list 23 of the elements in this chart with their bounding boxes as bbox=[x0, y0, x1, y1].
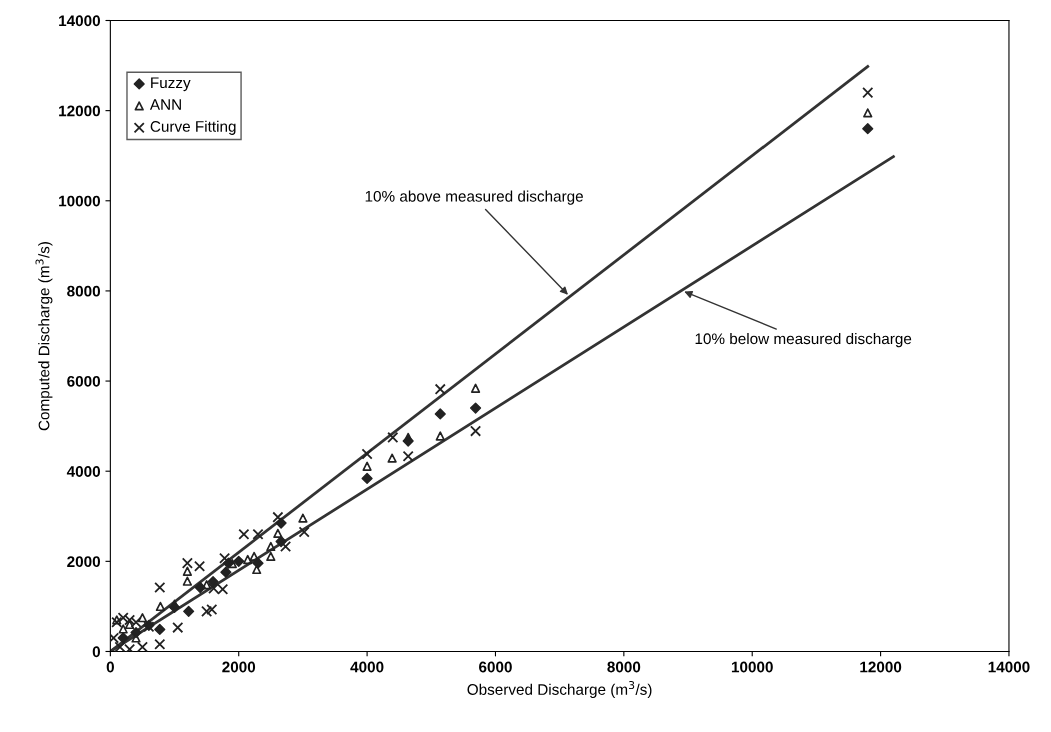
x-tick-label: 8000 bbox=[607, 661, 641, 673]
y-tick-label: 0 bbox=[92, 646, 101, 658]
legend-label: ANN bbox=[149, 99, 181, 110]
x-tick-label: 10000 bbox=[731, 661, 773, 673]
annotation: 10% below measured discharge bbox=[695, 332, 912, 348]
y-tick-label: 4000 bbox=[66, 466, 101, 477]
y-tick-label: 2000 bbox=[67, 556, 101, 568]
annotation: 10% above measured discharge bbox=[365, 190, 583, 205]
x-tick-label: 2000 bbox=[222, 661, 256, 673]
y-tick-label: 10000 bbox=[59, 195, 101, 207]
legend-label: Fuzzy bbox=[151, 77, 191, 92]
x-tick-label: 12000 bbox=[860, 661, 902, 673]
x-tick-label: 4000 bbox=[350, 661, 384, 673]
y-tick-label: 6000 bbox=[67, 375, 101, 387]
x-tick-label: 14000 bbox=[988, 661, 1030, 673]
legend-label: Curve Fitting bbox=[150, 120, 236, 135]
x-axis-title: Observed Discharge (m$^{3}$/s) bbox=[467, 681, 652, 698]
y-tick-label: 14000 bbox=[59, 15, 101, 27]
y-tick-label: 12000 bbox=[59, 105, 101, 117]
x-tick-label: 0 bbox=[106, 661, 114, 673]
y-tick-label: 8000 bbox=[67, 285, 101, 297]
x-tick-label: 6000 bbox=[479, 661, 512, 673]
y-axis-title: Computed Discharge (m$^{3}$/s) bbox=[35, 242, 53, 431]
